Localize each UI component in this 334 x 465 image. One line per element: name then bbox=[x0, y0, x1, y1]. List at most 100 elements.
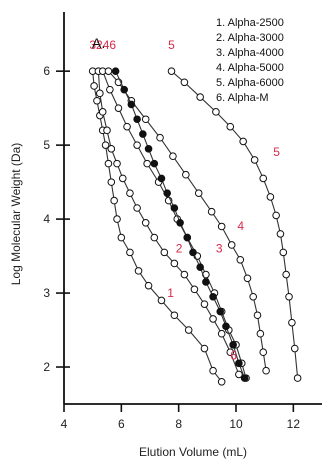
series-line-s1 bbox=[92, 71, 223, 383]
data-point-s2 bbox=[133, 204, 141, 212]
data-point-s1 bbox=[113, 215, 121, 223]
data-point-s4 bbox=[256, 329, 265, 338]
data-point-s6 bbox=[189, 248, 197, 257]
data-point-s5 bbox=[279, 248, 288, 257]
data-point-s6 bbox=[240, 374, 249, 382]
legend: 1. Alpha-2500 2. Alpha-3000 3. Alpha-400… bbox=[216, 17, 284, 104]
y-tick-label: 5 bbox=[43, 138, 50, 152]
data-point-s1 bbox=[157, 296, 166, 305]
data-point-s1 bbox=[93, 96, 101, 105]
curve-label-s6: 6 bbox=[230, 349, 237, 363]
data-point-s5 bbox=[226, 122, 235, 131]
y-axis-label: Log Molecular Weight (Da) bbox=[9, 143, 23, 286]
data-point-s5 bbox=[288, 318, 296, 327]
series-s3 bbox=[98, 67, 250, 382]
data-point-s4 bbox=[169, 152, 177, 161]
data-point-s5 bbox=[196, 93, 204, 101]
x-axis-label: Elution Volume (mL) bbox=[139, 445, 247, 459]
x-tick-label: 8 bbox=[175, 417, 182, 431]
data-point-s4 bbox=[253, 311, 262, 320]
legend-item-1: 1. Alpha-2500 bbox=[216, 17, 284, 29]
data-point-s4 bbox=[207, 207, 216, 216]
legend-item-4: 4. Alpha-5000 bbox=[216, 62, 284, 74]
data-point-s2 bbox=[96, 89, 104, 98]
data-point-s2 bbox=[126, 189, 134, 198]
data-point-s2 bbox=[209, 315, 217, 323]
series-s1 bbox=[88, 67, 226, 386]
data-point-s6 bbox=[157, 174, 166, 183]
data-point-s6 bbox=[202, 278, 210, 286]
data-point-s2 bbox=[160, 248, 169, 257]
data-point-s4 bbox=[262, 366, 270, 375]
data-point-s2 bbox=[103, 126, 111, 135]
data-point-s4 bbox=[259, 348, 268, 357]
labels-layer: 1 2 34 5 6 3246 5 bbox=[89, 38, 280, 363]
data-point-s5 bbox=[180, 78, 189, 87]
data-point-s2 bbox=[98, 108, 107, 116]
data-point-s5 bbox=[250, 156, 259, 164]
data-point-s5 bbox=[293, 374, 302, 382]
data-point-s1 bbox=[126, 248, 134, 257]
legend-item-2: 2. Alpha-3000 bbox=[216, 32, 284, 44]
data-point-s3 bbox=[106, 85, 114, 94]
data-point-s2 bbox=[226, 348, 235, 357]
data-point-s2 bbox=[200, 300, 209, 308]
data-point-s4 bbox=[236, 255, 245, 264]
y-tick-label: 4 bbox=[43, 212, 50, 226]
series-s2 bbox=[94, 67, 243, 379]
data-point-s5 bbox=[282, 270, 290, 279]
y-tick-label: 6 bbox=[43, 64, 50, 78]
data-point-s5 bbox=[212, 108, 220, 116]
x-tick-label: 6 bbox=[118, 417, 125, 431]
data-point-s1 bbox=[104, 159, 113, 168]
curve-label-s3: 3 bbox=[216, 241, 223, 255]
data-point-s1 bbox=[217, 378, 226, 386]
data-point-s2 bbox=[190, 285, 199, 294]
data-point-s3 bbox=[133, 141, 141, 149]
data-point-s5 bbox=[266, 193, 275, 201]
curve-label-s4: 4 bbox=[237, 219, 244, 233]
data-point-s4 bbox=[104, 67, 113, 75]
data-point-s4 bbox=[141, 115, 150, 124]
data-point-s2 bbox=[235, 370, 243, 379]
data-point-s6 bbox=[111, 67, 120, 75]
series-s4 bbox=[104, 67, 270, 375]
data-point-s5 bbox=[239, 137, 247, 146]
data-point-s2 bbox=[118, 174, 127, 183]
y-tick-label: 3 bbox=[43, 286, 50, 300]
data-point-s2 bbox=[217, 329, 226, 338]
top-curve-label-5: 5 bbox=[168, 38, 175, 52]
data-point-s6 bbox=[229, 341, 237, 349]
data-point-s4 bbox=[156, 133, 164, 142]
data-point-s5 bbox=[290, 344, 299, 353]
data-point-s2 bbox=[170, 259, 179, 268]
data-point-s4 bbox=[243, 274, 252, 283]
data-point-s5 bbox=[276, 230, 285, 238]
data-point-s6 bbox=[222, 322, 230, 331]
y-tick-label: 2 bbox=[43, 360, 50, 374]
series-layer bbox=[88, 67, 302, 386]
data-point-s2 bbox=[141, 218, 150, 227]
curve-label-s2: 2 bbox=[176, 241, 183, 255]
data-point-s6 bbox=[133, 115, 141, 124]
data-point-s5 bbox=[167, 67, 176, 75]
data-point-s2 bbox=[180, 270, 189, 279]
data-point-s4 bbox=[194, 189, 203, 198]
curve-label-s5: 5 bbox=[273, 145, 280, 159]
data-point-s3 bbox=[114, 104, 123, 112]
series-s6 bbox=[111, 67, 249, 382]
data-point-s4 bbox=[217, 222, 226, 231]
x-tick-label: 4 bbox=[61, 417, 68, 431]
data-point-s3 bbox=[123, 122, 131, 131]
data-point-s1 bbox=[117, 233, 126, 242]
data-point-s2 bbox=[107, 145, 116, 153]
x-tick-label: 12 bbox=[287, 417, 301, 431]
legend-item-3: 3. Alpha-4000 bbox=[216, 47, 284, 59]
data-point-s1 bbox=[170, 311, 179, 320]
data-point-s5 bbox=[285, 292, 293, 301]
data-point-s5 bbox=[259, 174, 268, 183]
data-point-s6 bbox=[170, 204, 179, 212]
data-point-s2 bbox=[113, 159, 121, 168]
